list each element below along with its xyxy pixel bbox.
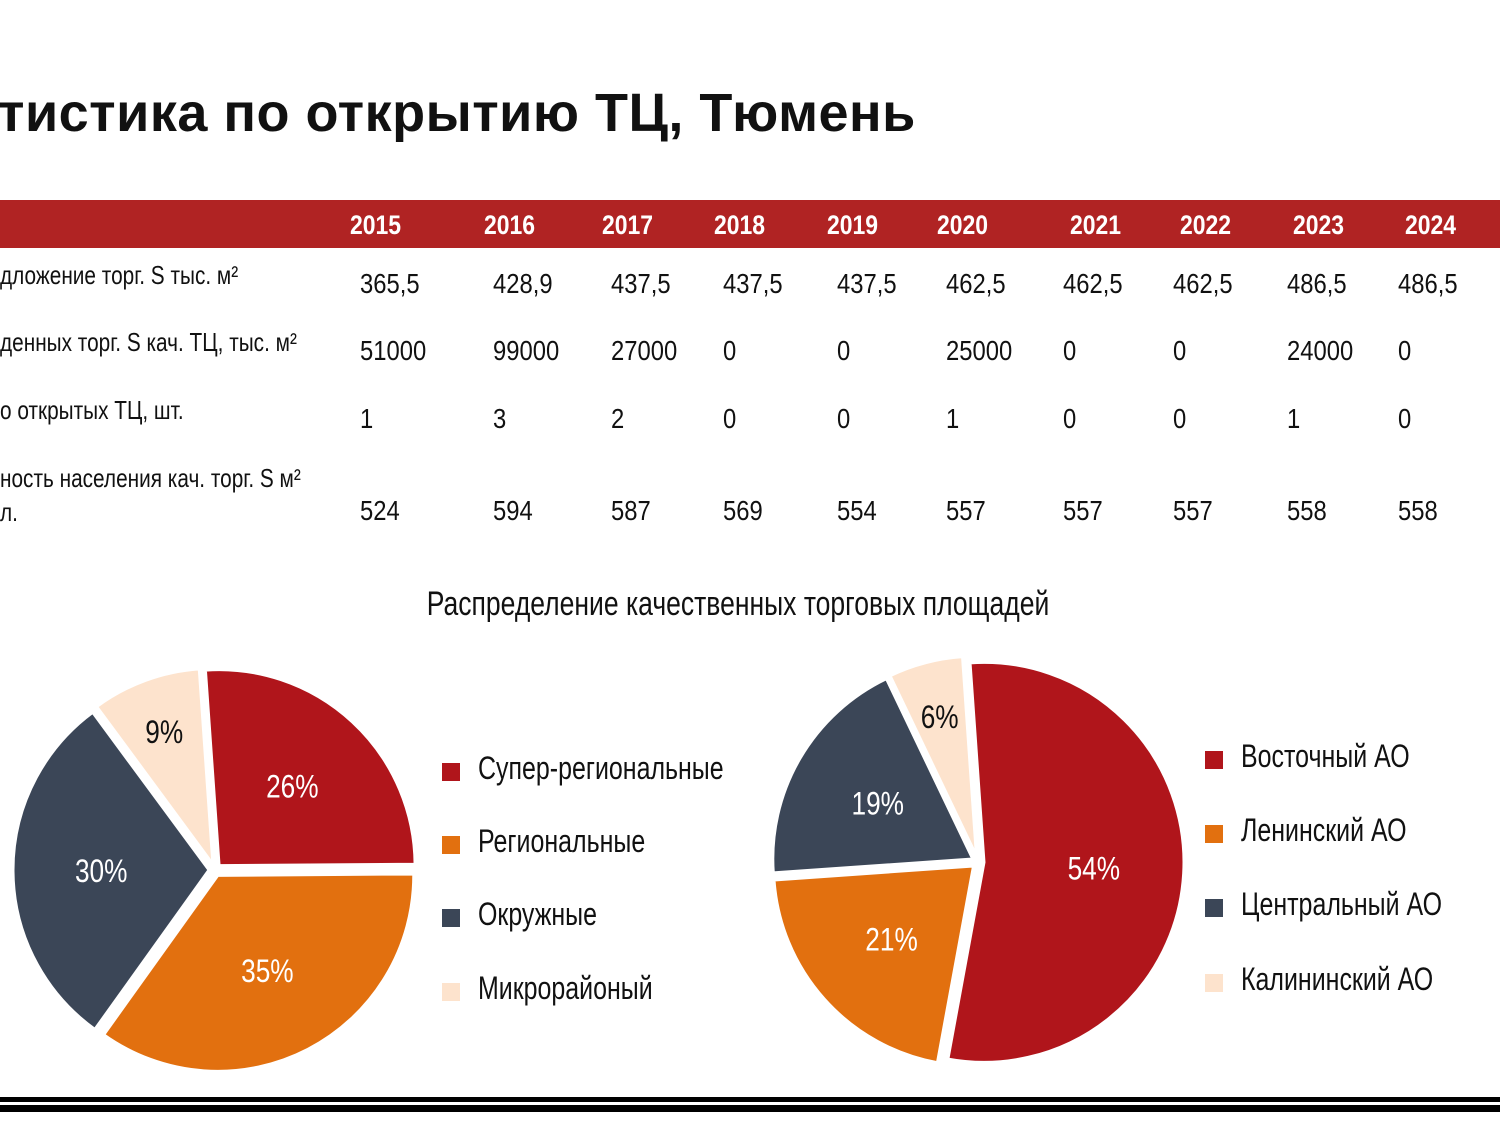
- table-cell: 27000: [611, 335, 678, 366]
- table-cell: 0: [1398, 335, 1412, 366]
- pie-data-label: 26%: [266, 770, 319, 805]
- table-cell: 0: [837, 335, 851, 366]
- legend-label: Окружные: [478, 896, 597, 932]
- table-cell: 0: [723, 335, 737, 366]
- pie-slice: [946, 660, 1186, 1064]
- pie-slice: [11, 710, 211, 1032]
- chart-title: Распределение качественных торговых площ…: [426, 585, 1050, 623]
- table-cell: 99000: [493, 335, 560, 366]
- row-label: дложение торг. S тыс. м²: [0, 260, 239, 290]
- table-cell: 486,5: [1287, 268, 1347, 299]
- footer-rule-bottom: [0, 1105, 1500, 1112]
- table-cell: 428,9: [493, 268, 553, 299]
- legend-swatch: [442, 763, 460, 781]
- table-cell: 0: [723, 403, 737, 434]
- legend-swatch: [442, 909, 460, 927]
- table-cell: 1: [946, 403, 960, 434]
- table-cell: 1: [1287, 403, 1301, 434]
- table-cell: 524: [360, 495, 400, 526]
- pie-slice: [888, 655, 978, 857]
- legend-label: Супер-региональные: [478, 750, 724, 786]
- table-cell: 0: [1173, 403, 1187, 434]
- pie-data-label: 21%: [865, 923, 918, 958]
- legend-swatch: [442, 983, 460, 1001]
- table-cell: 486,5: [1398, 268, 1458, 299]
- legend-label: Центральный АО: [1241, 886, 1443, 922]
- legend-swatch: [1205, 825, 1223, 843]
- table-cell: 437,5: [723, 268, 783, 299]
- table-cell: 0: [1063, 335, 1077, 366]
- pie-slice: [772, 864, 976, 1065]
- pie-data-label: 35%: [241, 955, 294, 990]
- year-header: 2015: [350, 210, 402, 240]
- table-cell: 1: [360, 403, 374, 434]
- table-cell: 0: [1063, 403, 1077, 434]
- table-cell: 558: [1398, 495, 1438, 526]
- pie-data-label: 30%: [75, 854, 128, 889]
- table-cell: 3: [493, 403, 507, 434]
- pie-slice: [101, 872, 416, 1073]
- legend-label: Восточный АО: [1241, 738, 1410, 774]
- row-label: л.: [0, 497, 18, 527]
- table-cell: 557: [946, 495, 986, 526]
- year-header: 2019: [827, 210, 879, 240]
- legend-swatch: [1205, 899, 1223, 917]
- table-cell: 569: [723, 495, 763, 526]
- legend-swatch: [1205, 974, 1223, 992]
- legend-label: Калининский АО: [1241, 961, 1434, 997]
- row-label: денных торг. S кач. ТЦ, тыс. м²: [0, 327, 297, 357]
- table-cell: 365,5: [360, 268, 420, 299]
- table-cell: 0: [837, 403, 851, 434]
- table-cell: 24000: [1287, 335, 1354, 366]
- legend-label: Микрорайоный: [478, 970, 653, 1006]
- year-header: 2020: [937, 210, 989, 240]
- table-cell: 594: [493, 495, 533, 526]
- table-cell: 2: [611, 403, 625, 434]
- pie-data-label: 9%: [145, 716, 183, 751]
- pie-slice: [203, 668, 417, 868]
- pie-slice: [771, 676, 976, 875]
- table-cell: 437,5: [837, 268, 897, 299]
- legend-swatch: [1205, 751, 1223, 769]
- row-label: ность населения кач. торг. S м²: [0, 463, 301, 493]
- pie-data-label: 6%: [921, 701, 959, 736]
- year-header: 2017: [602, 210, 654, 240]
- table-header-bar: [0, 200, 1500, 248]
- table-cell: 462,5: [946, 268, 1006, 299]
- row-label: о открытых ТЦ, шт.: [0, 395, 184, 425]
- year-header: 2024: [1405, 210, 1457, 240]
- table-cell: 554: [837, 495, 877, 526]
- legend-swatch: [442, 836, 460, 854]
- year-header: 2022: [1180, 210, 1232, 240]
- pie-slice: [94, 667, 215, 870]
- table-cell: 557: [1063, 495, 1103, 526]
- pie-data-label: 54%: [1068, 852, 1121, 887]
- table-cell: 462,5: [1173, 268, 1233, 299]
- pie-data-label: 19%: [851, 787, 904, 822]
- year-header: 2016: [484, 210, 536, 240]
- table-cell: 558: [1287, 495, 1327, 526]
- table-cell: 587: [611, 495, 651, 526]
- table-cell: 462,5: [1063, 268, 1123, 299]
- year-header: 2023: [1293, 210, 1345, 240]
- table-cell: 51000: [360, 335, 427, 366]
- legend-label: Региональные: [478, 823, 646, 859]
- footer-rule-top: [0, 1097, 1500, 1102]
- table-cell: 25000: [946, 335, 1013, 366]
- year-header: 2018: [714, 210, 766, 240]
- table-cell: 0: [1398, 403, 1412, 434]
- table-cell: 0: [1173, 335, 1187, 366]
- page-title: тистика по открытию ТЦ, Тюмень: [0, 83, 916, 143]
- table-cell: 437,5: [611, 268, 671, 299]
- year-header: 2021: [1070, 210, 1122, 240]
- table-cell: 557: [1173, 495, 1213, 526]
- legend-label: Ленинский АО: [1241, 812, 1407, 848]
